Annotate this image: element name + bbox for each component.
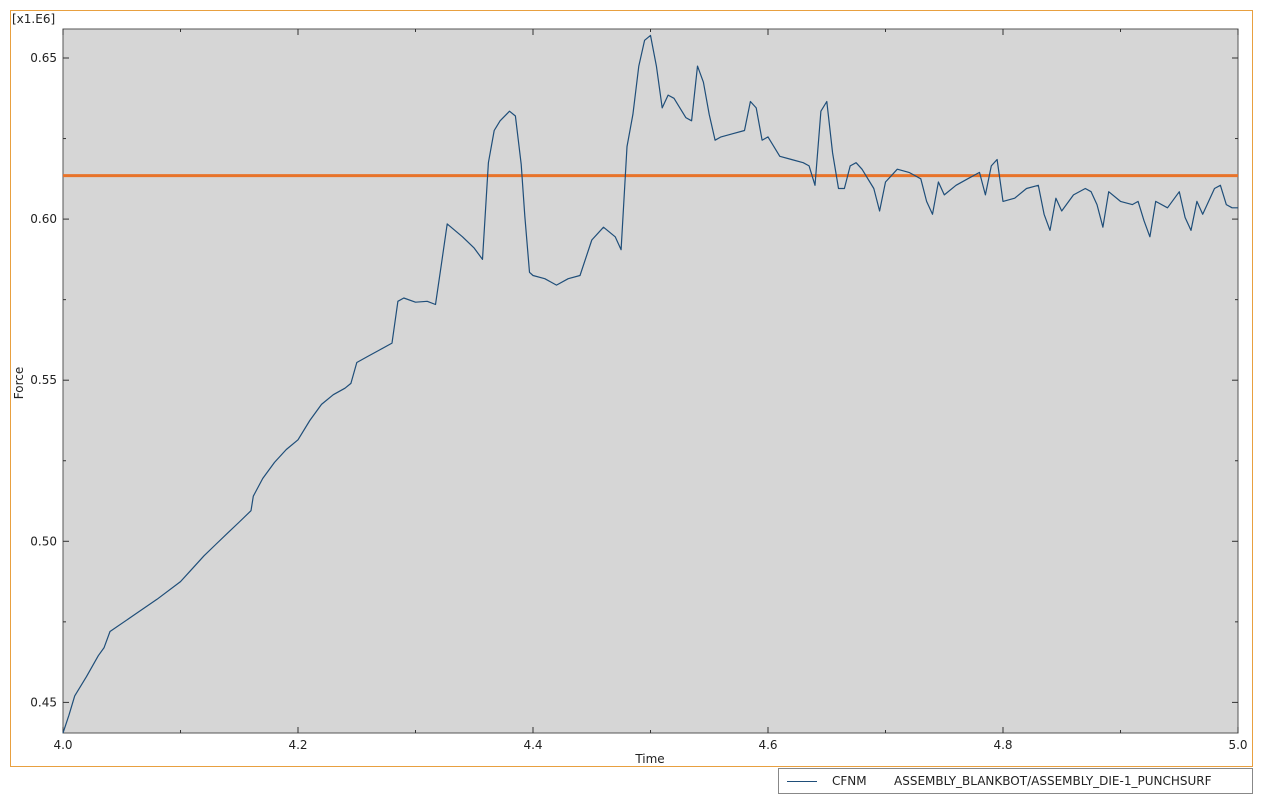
x-tick-label: 5.0 [1228, 738, 1247, 752]
legend-series-name: CFNM [832, 774, 867, 788]
legend: CFNM ASSEMBLY_BLANKBOT/ASSEMBLY_DIE-1_PU… [778, 768, 1253, 794]
y-tick-label: 0.50 [30, 534, 57, 548]
y-tick-label: 0.55 [30, 373, 57, 387]
x-tick-label: 4.2 [288, 738, 307, 752]
x-tick-label: 4.6 [758, 738, 777, 752]
plot-area [62, 28, 1239, 734]
y-axis-title: Force [12, 367, 26, 399]
x-axis-title: Time [634, 752, 664, 766]
y-tick-label: 0.60 [30, 212, 57, 226]
x-tick-label: 4.8 [993, 738, 1012, 752]
legend-series-description: ASSEMBLY_BLANKBOT/ASSEMBLY_DIE-1_PUNCHSU… [894, 774, 1212, 788]
x-tick-label: 4.4 [523, 738, 542, 752]
axis-ticks [62, 29, 1239, 733]
legend-swatch [787, 781, 817, 782]
chart-frame [10, 10, 1253, 767]
x-tick-label: 4.0 [53, 738, 72, 752]
series-line-cfnm [62, 34, 1238, 734]
y-tick-label: 0.45 [30, 695, 57, 709]
tick-labels: 0.45 0.50 0.55 0.60 0.65 4.0 4.2 4.4 4.6 4.8 5.0 [30, 51, 1247, 752]
y-multiplier-label: [x1.E6] [12, 12, 55, 26]
y-tick-label: 0.65 [30, 51, 57, 65]
